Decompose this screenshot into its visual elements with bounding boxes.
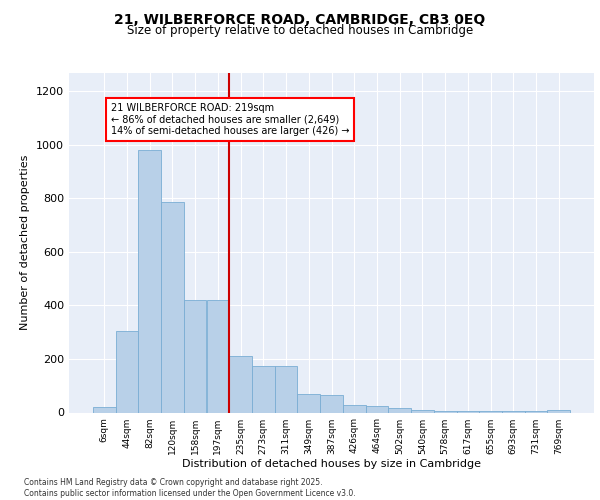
Bar bbox=[502, 411, 524, 412]
Bar bbox=[275, 366, 298, 412]
Bar bbox=[524, 411, 547, 412]
Bar bbox=[161, 202, 184, 412]
Bar bbox=[343, 405, 365, 412]
Bar bbox=[547, 410, 570, 412]
Y-axis label: Number of detached properties: Number of detached properties bbox=[20, 155, 31, 330]
Bar bbox=[184, 300, 206, 412]
Bar bbox=[479, 411, 502, 412]
Bar bbox=[139, 150, 161, 412]
Bar bbox=[320, 395, 343, 412]
Bar bbox=[434, 411, 457, 412]
Bar bbox=[116, 331, 139, 412]
Text: 21 WILBERFORCE ROAD: 219sqm
← 86% of detached houses are smaller (2,649)
14% of : 21 WILBERFORCE ROAD: 219sqm ← 86% of det… bbox=[111, 104, 350, 136]
Bar bbox=[229, 356, 252, 412]
Bar bbox=[365, 406, 388, 412]
Text: Size of property relative to detached houses in Cambridge: Size of property relative to detached ho… bbox=[127, 24, 473, 37]
Bar bbox=[457, 411, 479, 412]
Bar bbox=[411, 410, 434, 412]
Bar bbox=[388, 408, 411, 412]
Bar bbox=[298, 394, 320, 412]
Bar bbox=[252, 366, 275, 412]
Text: 21, WILBERFORCE ROAD, CAMBRIDGE, CB3 0EQ: 21, WILBERFORCE ROAD, CAMBRIDGE, CB3 0EQ bbox=[115, 12, 485, 26]
Bar bbox=[93, 406, 116, 412]
Bar bbox=[206, 300, 229, 412]
X-axis label: Distribution of detached houses by size in Cambridge: Distribution of detached houses by size … bbox=[182, 460, 481, 469]
Text: Contains HM Land Registry data © Crown copyright and database right 2025.
Contai: Contains HM Land Registry data © Crown c… bbox=[24, 478, 356, 498]
